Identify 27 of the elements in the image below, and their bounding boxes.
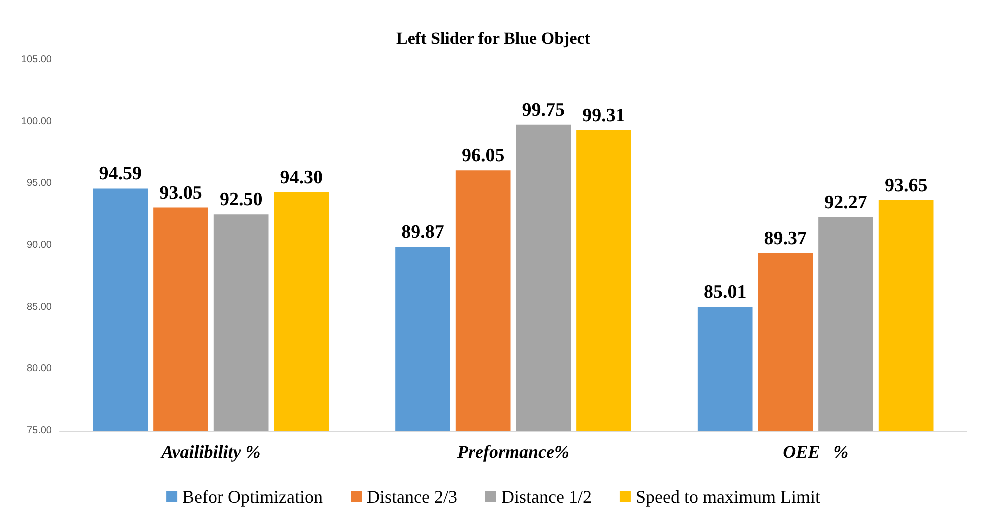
data-label: 92.50 — [220, 190, 263, 211]
legend-label: Speed to maximum Limit — [636, 487, 820, 507]
y-tick-label: 80.00 — [26, 364, 52, 375]
y-tick-label: 105.00 — [21, 54, 52, 66]
data-label: 94.30 — [280, 167, 324, 188]
data-label: 94.59 — [99, 164, 142, 185]
data-label: 99.75 — [522, 100, 566, 121]
data-label: 93.65 — [884, 175, 928, 196]
data-label: 89.37 — [764, 228, 808, 250]
legend-label: Befor Optimization — [182, 487, 324, 507]
legend-label: Distance 1/2 — [501, 487, 592, 507]
x-tick-label: OEE % — [783, 442, 849, 462]
data-label: 85.01 — [704, 282, 747, 304]
y-tick-label: 100.00 — [21, 116, 52, 128]
x-tick-label: Availibility % — [160, 442, 261, 462]
x-tick-label: Preformance% — [456, 442, 570, 462]
data-label: 89.87 — [402, 222, 445, 244]
legend-label: Distance 2/3 — [367, 487, 458, 507]
y-tick-label: 90.00 — [26, 240, 52, 251]
chart-title: Left Slider for Blue Object — [396, 29, 591, 48]
data-label: 92.27 — [824, 192, 868, 214]
data-label: 93.05 — [160, 182, 202, 204]
y-tick-label: 95.00 — [26, 178, 52, 190]
data-label: 99.31 — [582, 105, 626, 126]
y-tick-label: 85.00 — [26, 302, 52, 313]
data-label: 96.05 — [462, 146, 505, 167]
y-tick-label: 75.00 — [26, 426, 52, 436]
